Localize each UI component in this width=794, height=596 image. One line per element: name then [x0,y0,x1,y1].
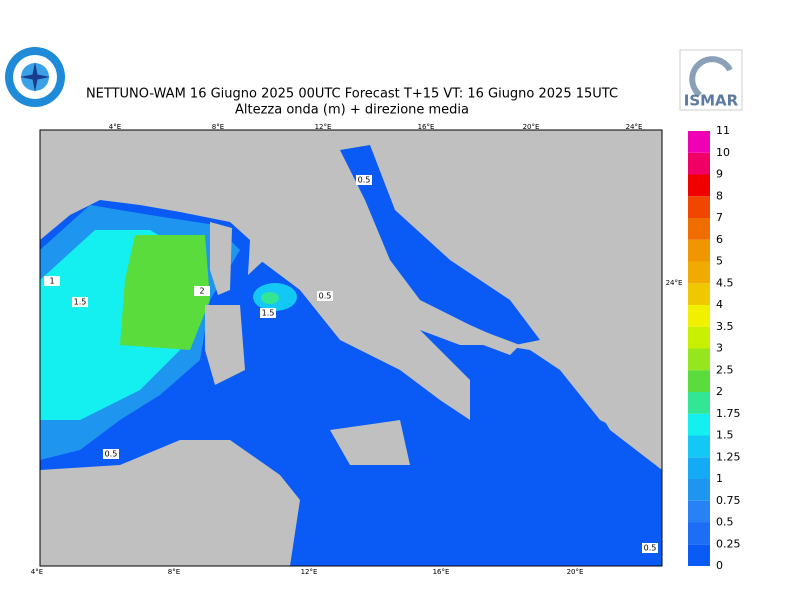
contour-label: 1.5 [262,309,275,318]
map [39,129,663,567]
colorbar-swatch [688,152,710,175]
colorbar-label: 3.5 [716,320,734,333]
colorbar-swatch [688,479,710,501]
lon-label: 12°E [315,123,332,131]
colorbar-swatch [688,239,710,262]
title: NETTUNO-WAM 16 Giugno 2025 00UTC Forecas… [86,87,618,102]
colorbar-label: 9 [716,168,723,181]
colorbar-label: 0.25 [716,537,741,550]
colorbar-swatch [688,522,710,545]
labels: 4°E 8°E 12°E 16°E 20°E 24°E 4°E 8°E 12°E 16°E 20°E… [31,123,683,576]
contour-label-bg [260,308,276,318]
contour-label-bg [44,276,60,286]
colorbar-label: 1 [716,472,723,485]
colorbar: 0 0.25 0.5 0.75 1 1.25 1.5 1.75 2 2.5 3 3.5 4 4.5 5 6 7 8… [688,124,741,572]
colorbar-swatch [688,131,710,153]
colorbar-label: 5 [716,255,723,268]
colorbar-label: 1.5 [716,429,734,442]
contour-label: 0.5 [358,176,371,185]
left-logo [5,47,65,107]
colorbar-label: 0.5 [716,516,734,529]
contour-label: 0.5 [105,450,118,459]
colorbar-label: 2.5 [716,363,734,376]
colorbar-label: 10 [716,146,730,159]
colorbar-swatch [688,218,710,240]
lon-label: 8°E [168,568,180,576]
colorbar-swatch [688,305,710,327]
logo-text: ISMAR [684,92,739,110]
colorbar-label: 4 [716,298,723,311]
colorbar-label: 8 [716,189,723,202]
colorbar-swatch [688,457,710,479]
lon-label: 16°E [433,568,450,576]
contour-label-bg [356,175,372,185]
lon-label: 12°E [301,568,318,576]
lon-label: 20°E [567,568,584,576]
colorbar-swatch [688,500,710,523]
colorbar-swatch [688,326,710,349]
colorbar-swatch [688,370,710,392]
lon-label: 16°E [418,123,435,131]
colorbar-label: 7 [716,211,723,224]
contour-label: 2 [199,287,204,296]
lon-label: 4°E [109,123,121,131]
colorbar-swatch [688,413,710,436]
colorbar-swatch [688,435,710,458]
side-label: 24°E [666,279,683,287]
colorbar-swatch [688,261,710,284]
contour-label: 1 [49,277,54,286]
contour-label-bg [194,286,210,296]
lon-label: 4°E [31,568,43,576]
lon-label: 24°E [626,123,643,131]
colorbar-swatch [688,392,710,414]
colorbar-label: 1.75 [716,407,741,420]
colorbar-label: 0.75 [716,494,741,507]
contour-label: 1.5 [74,298,87,307]
colorbar-swatch [688,196,710,218]
contour-label-bg [642,543,658,553]
colorbar-swatch [688,174,710,197]
colorbar-label: 0 [716,559,723,572]
colorbar-swatch [688,544,710,566]
contour-label-bg [72,297,88,307]
subtitle: Altezza onda (m) + direzione media [235,103,469,118]
contour-label-bg [317,291,333,301]
colorbar-label: 11 [716,124,730,137]
colorbar-swatch [688,283,710,305]
colorbar-label: 3 [716,342,723,355]
contour-label: 0.5 [644,544,657,553]
colorbar-label: 4.5 [716,276,734,289]
colorbar-label: 2 [716,385,723,398]
right-logo: ISMAR [679,49,743,111]
colorbar-label: 1.25 [716,450,741,463]
lon-label: 8°E [212,123,224,131]
contour-label-bg [103,449,119,459]
colorbar-swatch [688,348,710,371]
colorbar-label: 6 [716,233,723,246]
contour-label: 0.5 [319,292,332,301]
lon-label: 20°E [523,123,540,131]
